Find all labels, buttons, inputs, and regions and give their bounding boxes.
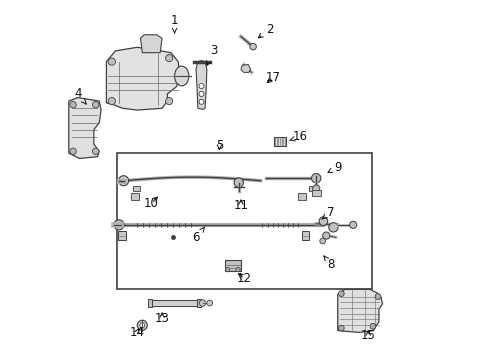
Circle shape — [311, 174, 320, 183]
Text: 10: 10 — [143, 197, 159, 210]
Text: 12: 12 — [237, 272, 251, 285]
Bar — [197, 300, 201, 307]
Circle shape — [338, 325, 344, 331]
Text: 11: 11 — [233, 199, 248, 212]
Circle shape — [369, 323, 375, 329]
Text: 13: 13 — [154, 311, 169, 325]
Bar — [149, 301, 201, 306]
Bar — [273, 137, 285, 145]
Polygon shape — [140, 35, 162, 53]
Circle shape — [328, 223, 337, 232]
Circle shape — [322, 232, 329, 239]
Circle shape — [319, 238, 325, 244]
Text: 7: 7 — [321, 206, 334, 219]
Polygon shape — [196, 60, 206, 109]
Bar — [311, 190, 320, 196]
Circle shape — [319, 217, 327, 226]
Text: 16: 16 — [289, 130, 307, 144]
Circle shape — [137, 320, 147, 330]
Text: 15: 15 — [360, 329, 375, 342]
Text: 8: 8 — [323, 256, 334, 271]
Text: 17: 17 — [265, 71, 280, 84]
Bar — [308, 186, 316, 192]
Circle shape — [235, 267, 240, 272]
Text: 14: 14 — [129, 326, 144, 339]
Text: 1: 1 — [170, 14, 178, 33]
Circle shape — [108, 98, 115, 105]
Text: 6: 6 — [192, 227, 204, 244]
Text: 3: 3 — [206, 44, 217, 66]
Polygon shape — [241, 64, 250, 72]
Circle shape — [312, 185, 319, 192]
Circle shape — [165, 54, 172, 62]
Ellipse shape — [174, 66, 188, 86]
Circle shape — [92, 102, 99, 108]
Circle shape — [108, 58, 115, 65]
Circle shape — [349, 221, 356, 228]
Polygon shape — [337, 289, 382, 332]
Circle shape — [92, 148, 99, 154]
Circle shape — [199, 300, 205, 306]
Bar — [297, 193, 305, 200]
Text: 4: 4 — [74, 87, 86, 104]
Circle shape — [199, 91, 203, 96]
Circle shape — [114, 220, 124, 230]
Bar — [118, 231, 125, 240]
Circle shape — [70, 102, 76, 108]
Bar — [117, 153, 371, 289]
Circle shape — [119, 176, 128, 186]
Circle shape — [374, 294, 380, 300]
Bar — [147, 300, 152, 307]
Circle shape — [225, 267, 229, 272]
Bar — [301, 231, 309, 240]
Circle shape — [165, 98, 172, 105]
Circle shape — [234, 178, 243, 187]
Bar — [224, 260, 241, 271]
Circle shape — [70, 148, 76, 154]
Polygon shape — [106, 47, 180, 110]
Circle shape — [338, 291, 344, 297]
Polygon shape — [69, 98, 101, 158]
Circle shape — [249, 43, 256, 50]
Bar — [131, 193, 139, 200]
Bar — [132, 186, 140, 192]
Text: 5: 5 — [215, 139, 223, 152]
Text: 2: 2 — [258, 23, 273, 38]
Circle shape — [199, 84, 203, 89]
Circle shape — [206, 300, 212, 306]
Text: 9: 9 — [327, 161, 341, 174]
Circle shape — [199, 99, 203, 104]
Circle shape — [140, 323, 144, 328]
